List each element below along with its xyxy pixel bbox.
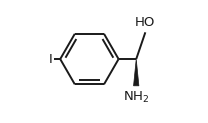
Text: HO: HO xyxy=(135,16,156,29)
Text: NH$_2$: NH$_2$ xyxy=(123,89,149,105)
Text: I: I xyxy=(49,53,53,66)
Polygon shape xyxy=(134,59,139,86)
